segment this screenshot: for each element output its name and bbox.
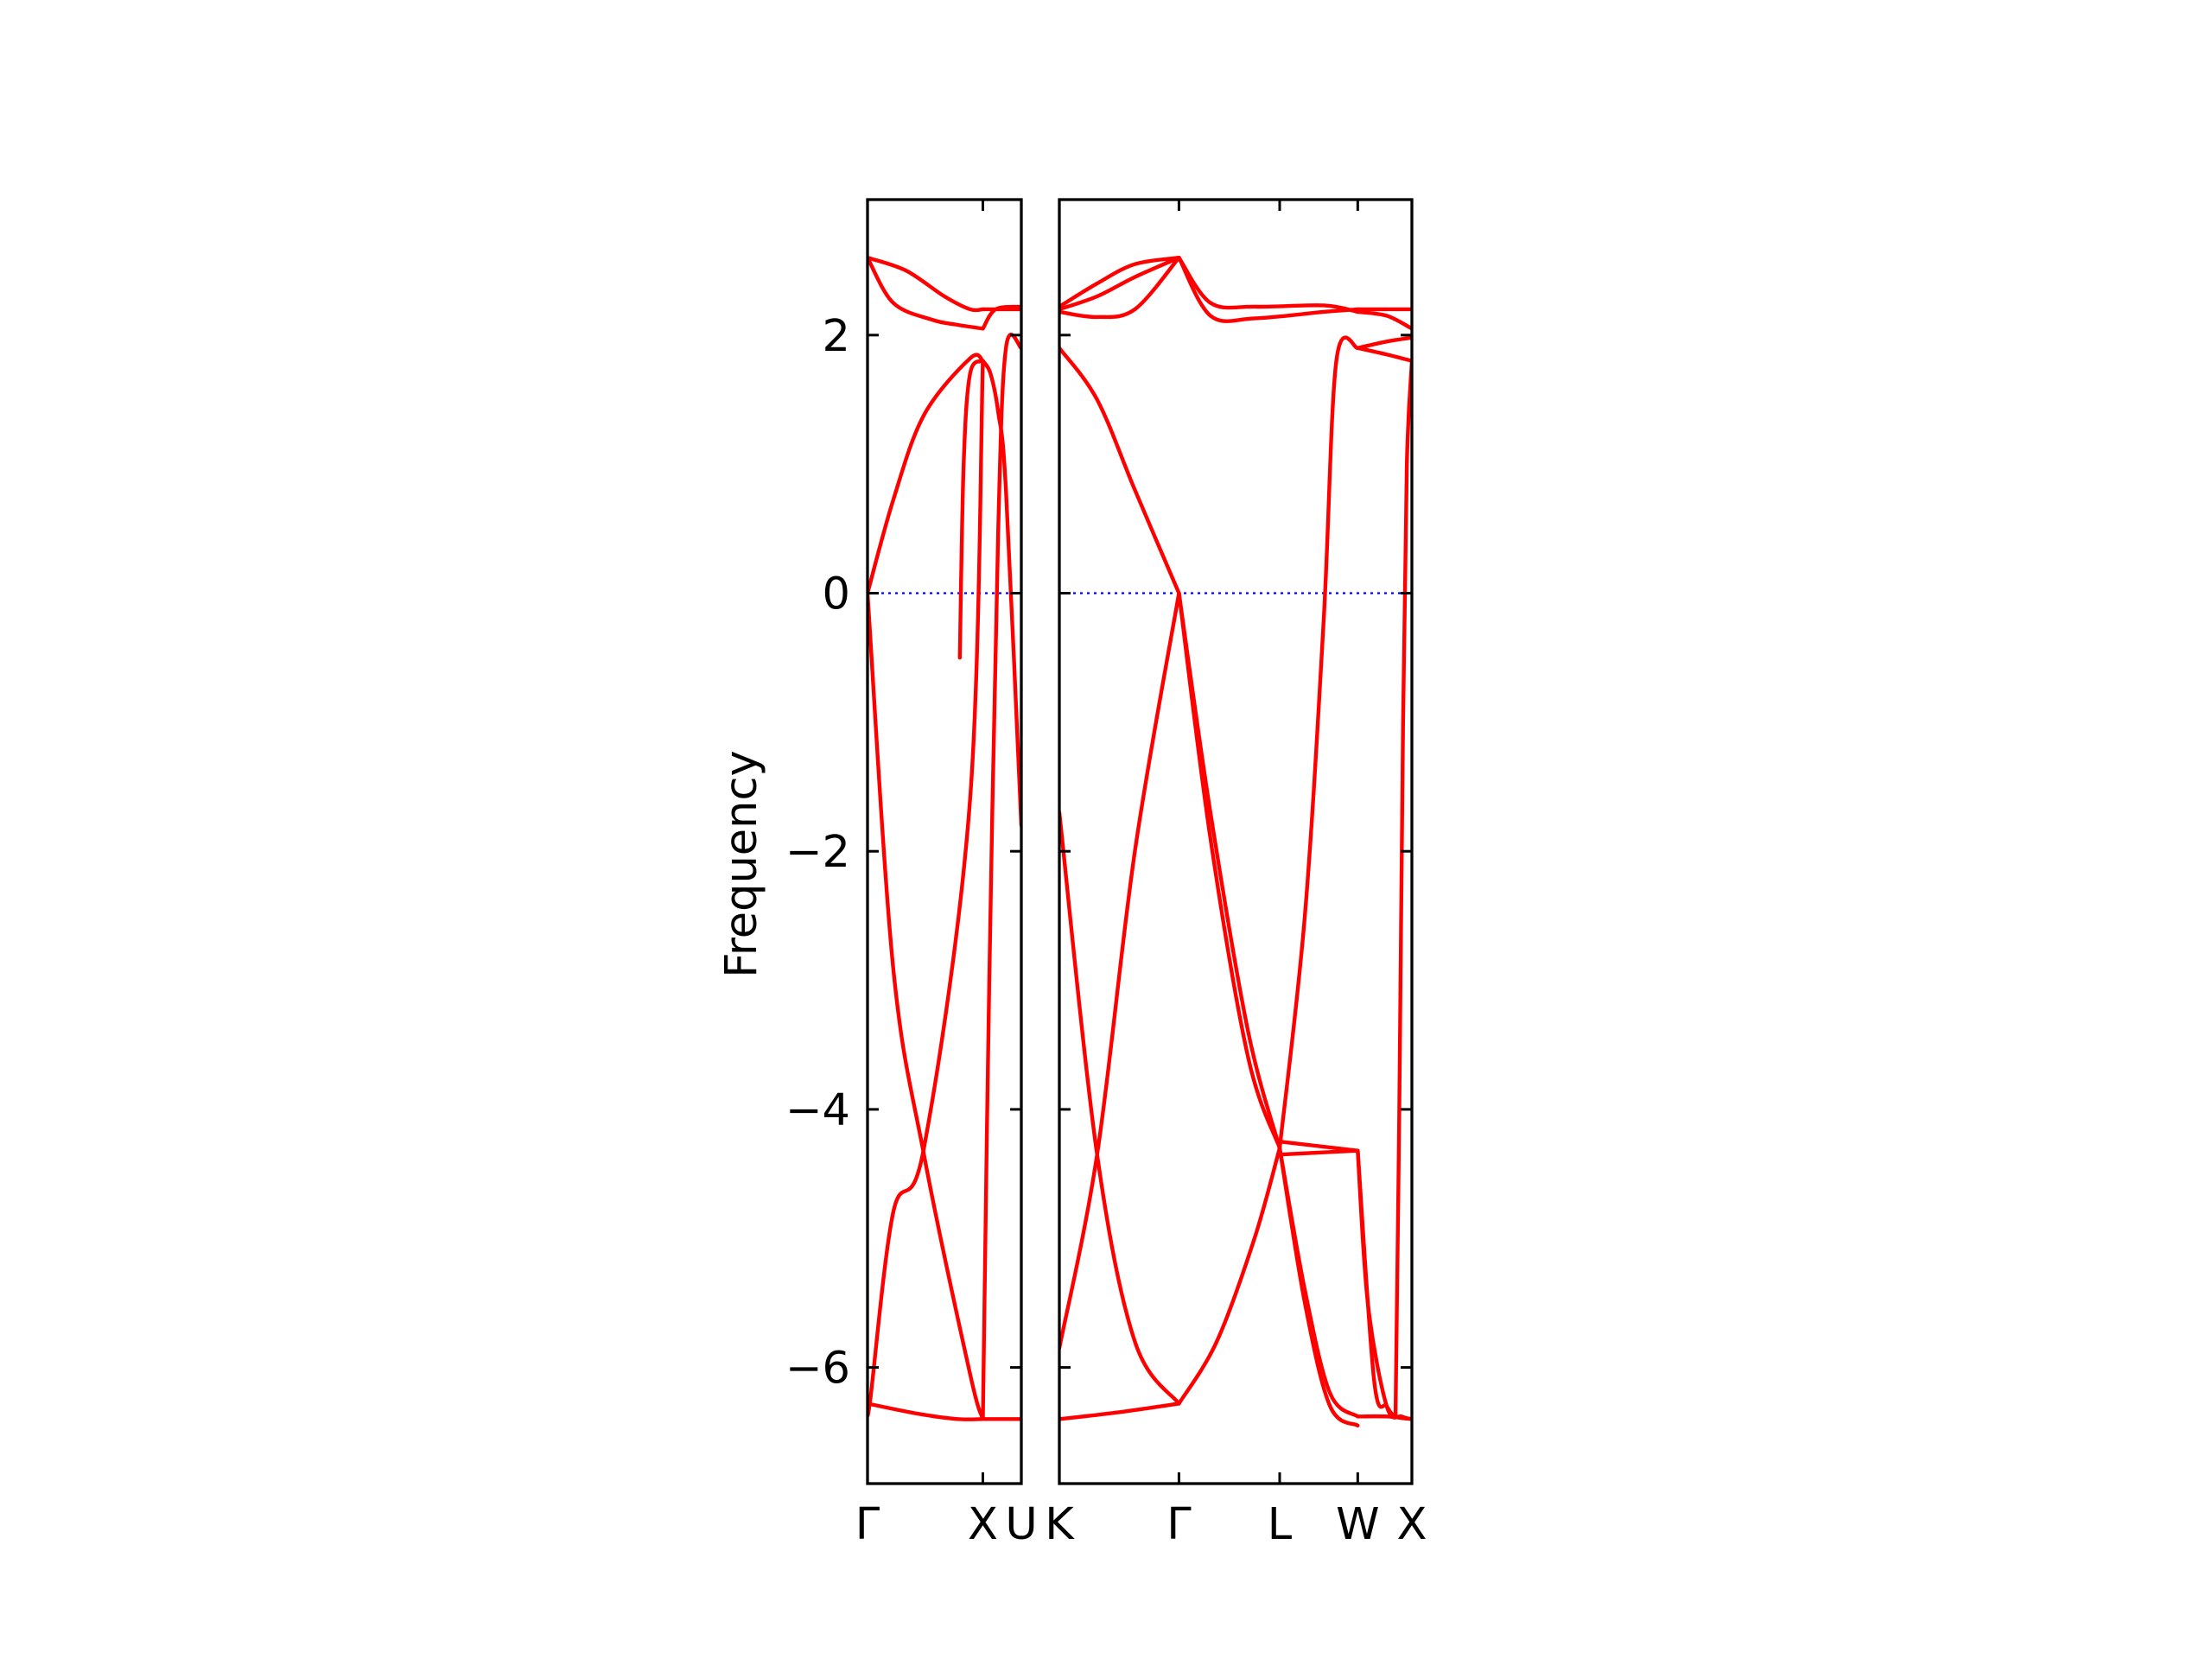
panel-1-xtick-label-1: Γ xyxy=(1166,1499,1192,1550)
panel-1-band-5 xyxy=(1177,591,1282,1150)
panel-0-band-3 xyxy=(868,1402,985,1421)
panel-1-band-12 xyxy=(1277,1140,1360,1153)
panel-1-band-17 xyxy=(1356,346,1412,363)
panel-1-band-1 xyxy=(1059,591,1181,1351)
panel-1-band-16 xyxy=(1277,335,1360,1150)
panel-1-band-13 xyxy=(1277,1148,1360,1157)
y-axis-label: Frequency xyxy=(716,750,767,977)
panel-0-xtick-label-2: U xyxy=(1005,1499,1037,1550)
panel-0-frame xyxy=(866,198,1023,1485)
ytick-label-1: −4 xyxy=(785,1085,850,1136)
panel-1-band-22 xyxy=(1393,359,1412,1419)
panel-1-band-11 xyxy=(1177,256,1360,315)
panel-1-xtick-label-0: K xyxy=(1045,1499,1075,1550)
panel-1-band-6 xyxy=(1177,1146,1282,1406)
panel-1-band-9 xyxy=(1059,256,1181,309)
panel-1-band-0 xyxy=(1059,346,1181,595)
panel-1-frame xyxy=(1058,198,1414,1485)
panel-1-band-15 xyxy=(1277,1146,1360,1427)
ytick-label-0: −6 xyxy=(785,1344,850,1395)
panel-0-band-5 xyxy=(868,256,985,313)
panel-0-band-4 xyxy=(868,256,985,331)
panel-1-band-24 xyxy=(1356,309,1412,331)
ytick-label-4: 2 xyxy=(823,311,850,362)
panel-1-band-3 xyxy=(1059,1402,1181,1421)
ytick-label-2: −2 xyxy=(785,827,850,878)
panel-1-band-2 xyxy=(1059,810,1181,1406)
panel-0-xtick-label-1: X xyxy=(968,1499,998,1550)
panel-1-band-7 xyxy=(1059,256,1181,320)
panel-0-band-1 xyxy=(868,591,985,1421)
panel-0-band-2 xyxy=(868,359,985,1418)
panel-1-xtick-label-4: X xyxy=(1397,1499,1427,1550)
panel-1-band-21 xyxy=(1356,1148,1412,1421)
panel-1-band-10 xyxy=(1177,256,1360,323)
panel-1-band-18 xyxy=(1356,335,1412,350)
panel-0-band-8 xyxy=(981,333,1021,1421)
panel-1-band-4 xyxy=(1177,591,1282,1150)
panel-1-xtick-label-3: W xyxy=(1336,1499,1379,1550)
panel-0-band-6 xyxy=(957,359,985,660)
panel-1-xtick-label-2: L xyxy=(1268,1499,1293,1550)
panel-1-band-8 xyxy=(1059,256,1181,312)
panel-0-xtick-label-0: Γ xyxy=(855,1499,880,1550)
panel-0-band-0 xyxy=(868,353,985,595)
ytick-label-3: 0 xyxy=(823,569,850,620)
